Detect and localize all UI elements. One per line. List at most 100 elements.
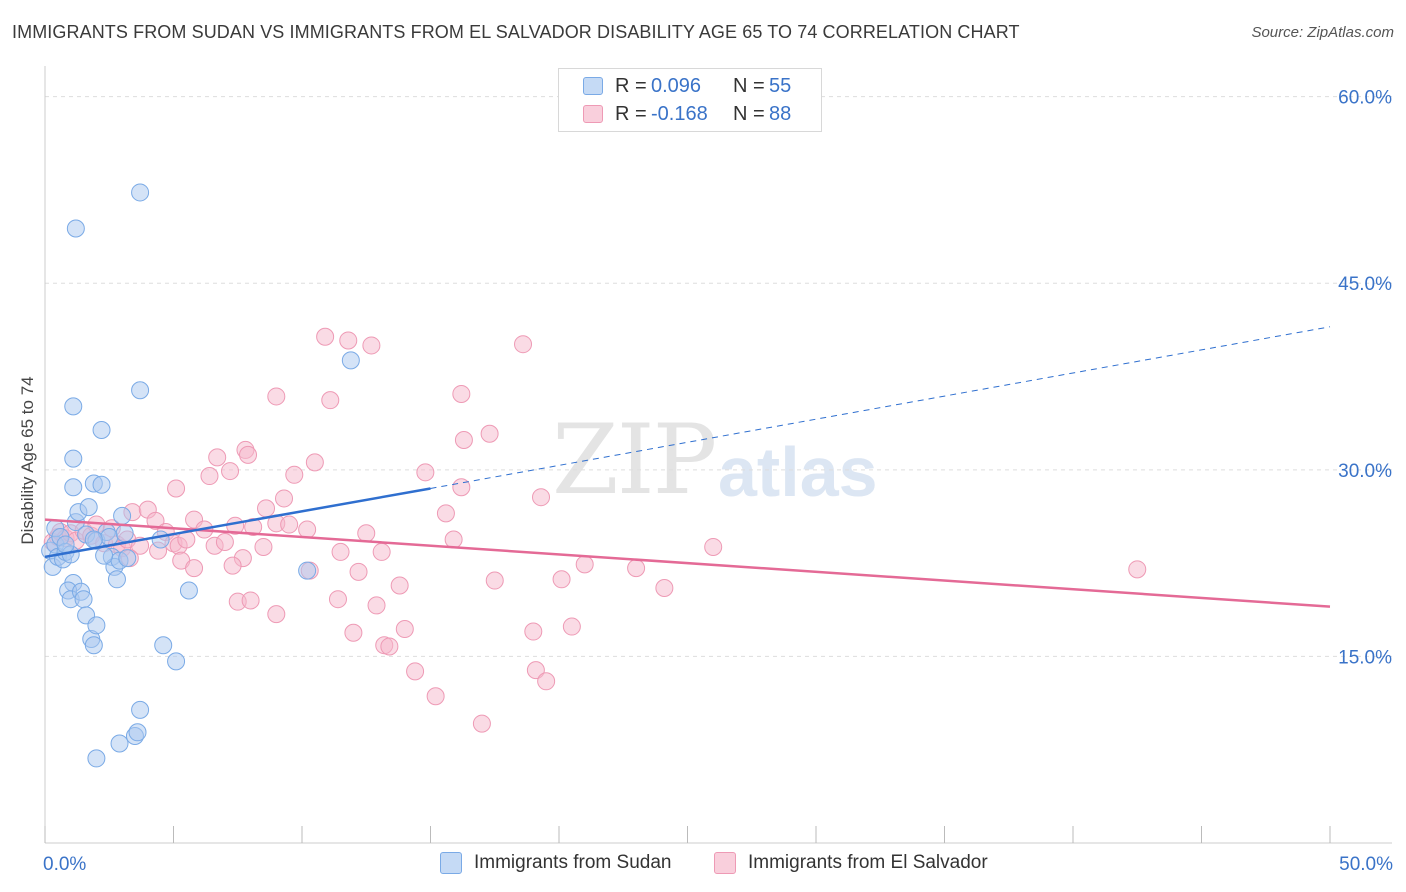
data-point-sudan: [113, 506, 132, 525]
data-point-sudan: [79, 498, 98, 517]
data-point-elsalvador: [485, 571, 504, 590]
data-point-elsalvador: [185, 559, 204, 578]
watermark-zip: ZIP: [552, 404, 717, 516]
data-point-sudan: [84, 530, 103, 549]
data-point-elsalvador: [200, 467, 219, 486]
data-point-elsalvador: [244, 518, 263, 537]
legend-n-value: 88: [769, 102, 792, 125]
data-point-sudan: [66, 219, 85, 238]
data-point-sudan: [95, 546, 114, 565]
legend-item-elsalvador[interactable]: Immigrants from El Salvador: [714, 852, 988, 874]
data-point-sudan: [64, 478, 83, 497]
data-point-elsalvador: [426, 687, 445, 706]
data-point-sudan: [64, 397, 83, 416]
data-point-elsalvador: [416, 463, 435, 482]
trend-line-sudan: [44, 487, 431, 559]
data-point-elsalvador: [167, 479, 186, 498]
data-point-sudan: [87, 616, 106, 635]
source-label: Source: ZipAtlas.com: [1251, 24, 1394, 41]
data-point-elsalvador: [280, 515, 299, 534]
data-point-elsalvador: [275, 489, 294, 508]
data-point-elsalvador: [221, 462, 240, 481]
data-point-sudan: [110, 734, 129, 753]
legend-swatch-elsalvador: [583, 105, 603, 123]
legend-item-sudan[interactable]: Immigrants from Sudan: [440, 852, 671, 874]
data-point-elsalvador: [208, 448, 227, 467]
data-point-sudan: [107, 570, 126, 589]
trend-line-sudan-extended: [430, 326, 1331, 489]
data-point-sudan: [131, 183, 150, 202]
legend-n-value: 55: [769, 74, 792, 97]
data-point-elsalvador: [406, 662, 425, 681]
data-point-elsalvador: [367, 596, 386, 615]
data-point-elsalvador: [514, 335, 533, 354]
data-point-elsalvador: [552, 570, 571, 589]
data-point-sudan: [131, 700, 150, 719]
data-point-elsalvador: [239, 445, 258, 464]
legend-n-label: N =: [733, 74, 765, 97]
data-point-elsalvador: [357, 524, 376, 543]
legend-swatch-sudan: [440, 852, 462, 874]
x-tick-label: 0.0%: [43, 854, 86, 875]
data-point-sudan: [92, 421, 111, 440]
y-tick-label: 15.0%: [1338, 647, 1392, 668]
data-point-elsalvador: [267, 605, 286, 624]
y-tick-label: 30.0%: [1338, 461, 1392, 482]
data-point-elsalvador: [267, 387, 286, 406]
data-point-elsalvador: [480, 424, 499, 443]
data-point-elsalvador: [321, 391, 340, 410]
data-point-sudan: [87, 749, 106, 768]
data-point-elsalvador: [344, 623, 363, 642]
data-point-elsalvador: [215, 532, 234, 551]
data-point-elsalvador: [562, 617, 581, 636]
data-point-sudan: [154, 636, 173, 655]
legend-row-elsalvador: R = -0.168 N = 88: [583, 101, 791, 127]
y-tick-label: 60.0%: [1338, 88, 1392, 109]
legend-n-label: N =: [733, 102, 765, 125]
chart-title: IMMIGRANTS FROM SUDAN VS IMMIGRANTS FROM…: [12, 22, 1020, 42]
data-point-sudan: [56, 535, 75, 554]
data-point-elsalvador: [331, 542, 350, 561]
data-point-elsalvador: [704, 537, 723, 556]
data-point-elsalvador: [526, 661, 545, 680]
data-point-elsalvador: [298, 520, 317, 539]
data-point-sudan: [100, 528, 119, 546]
legend-label-sudan: Immigrants from Sudan: [474, 852, 672, 873]
legend-r-value: 0.096: [651, 74, 702, 97]
data-point-elsalvador: [257, 499, 276, 518]
data-point-elsalvador: [1128, 560, 1147, 579]
watermark-atlas: atlas: [718, 433, 878, 511]
data-point-elsalvador: [454, 430, 473, 449]
legend-swatch-elsalvador: [714, 852, 736, 874]
data-point-elsalvador: [254, 537, 273, 556]
data-point-sudan: [64, 449, 83, 468]
series-legend: Immigrants from Sudan Immigrants from El…: [0, 852, 1406, 878]
data-point-elsalvador: [380, 637, 399, 656]
data-point-elsalvador: [362, 336, 381, 355]
data-point-sudan: [298, 561, 317, 580]
data-point-elsalvador: [349, 562, 368, 581]
data-point-elsalvador: [390, 576, 409, 595]
legend-swatch-sudan: [583, 77, 603, 95]
data-point-sudan: [118, 549, 137, 568]
data-point-elsalvador: [316, 327, 335, 346]
legend-label-elsalvador: Immigrants from El Salvador: [748, 852, 988, 873]
data-point-elsalvador: [305, 453, 324, 472]
legend-row-sudan: R = 0.096 N = 55: [583, 73, 791, 99]
data-point-sudan: [341, 351, 360, 370]
data-point-elsalvador: [452, 478, 471, 497]
data-point-sudan: [179, 581, 198, 600]
data-point-sudan: [74, 590, 93, 609]
stats-legend: R = 0.096 N = 55 R = -0.168 N = 88: [558, 68, 822, 132]
y-tick-label: 45.0%: [1338, 274, 1392, 295]
data-point-elsalvador: [223, 556, 242, 575]
legend-r-label: R =: [615, 102, 647, 125]
data-point-sudan: [151, 530, 170, 549]
data-point-elsalvador: [532, 488, 551, 507]
data-point-elsalvador: [452, 384, 471, 403]
data-point-sudan: [167, 652, 186, 671]
data-point-elsalvador: [436, 504, 455, 523]
data-point-elsalvador: [575, 555, 594, 574]
trend-line-elsalvador: [44, 518, 1331, 608]
